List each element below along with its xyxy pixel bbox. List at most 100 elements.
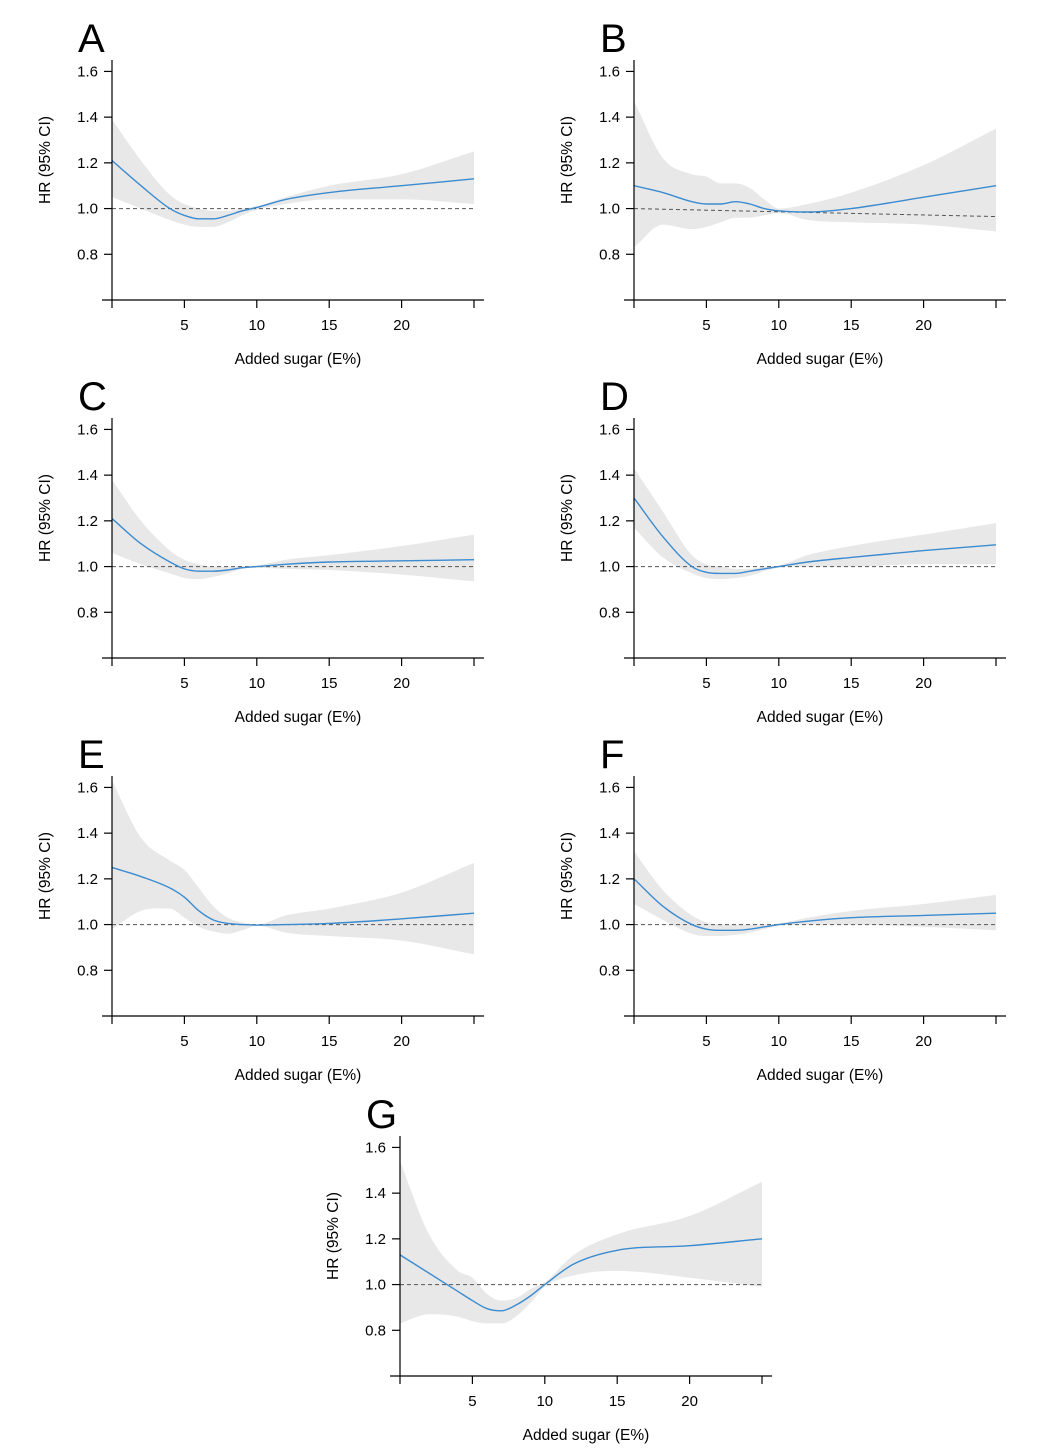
y-tick-label: 1.2 — [77, 513, 98, 530]
x-tick-label: 10 — [770, 1033, 787, 1050]
y-tick-label: 0.8 — [599, 604, 620, 621]
panel-letter: D — [600, 375, 629, 419]
y-tick-label: 1.4 — [77, 467, 98, 484]
x-tick-label: 20 — [915, 675, 932, 692]
x-tick-label: 20 — [915, 317, 932, 334]
x-tick-label: 20 — [681, 1393, 698, 1410]
y-tick-label: 1.4 — [599, 467, 620, 484]
x-tick-label: 5 — [180, 675, 188, 692]
panel-b: 0.8 1.0 1.2 1.4 1.6 5 10 15 20 Added sugar (E%) HR… — [559, 17, 1006, 368]
y-axis-title: HR (95% CI) — [559, 832, 576, 920]
x-tick-label: 10 — [536, 1393, 553, 1410]
panel-letter: E — [78, 733, 105, 777]
panel-c: 0.8 1.0 1.2 1.4 1.6 5 10 15 20 Added sugar (E%) HR… — [37, 375, 484, 726]
x-tick-label: 20 — [393, 1033, 410, 1050]
x-axis-title: Added sugar (E%) — [235, 709, 362, 726]
panel-letter: A — [78, 17, 105, 61]
x-tick-label: 10 — [248, 317, 265, 334]
y-tick-label: 1.6 — [599, 421, 620, 438]
y-tick-label: 1.0 — [77, 917, 98, 934]
x-tick-label: 5 — [180, 1033, 188, 1050]
x-tick-label: 15 — [843, 1033, 860, 1050]
y-tick-label: 1.2 — [599, 155, 620, 172]
y-tick-label: 1.6 — [599, 779, 620, 796]
hr-curve — [111, 160, 475, 220]
hr-curve — [111, 518, 475, 572]
ci-band — [634, 851, 996, 936]
x-tick-label: 10 — [770, 317, 787, 334]
x-tick-label: 20 — [393, 317, 410, 334]
x-tick-label: 5 — [180, 317, 188, 334]
y-tick-label: 1.6 — [365, 1139, 386, 1156]
hr-curve — [633, 497, 997, 575]
ci-band — [112, 119, 474, 227]
x-axis-title: Added sugar (E%) — [757, 351, 884, 368]
x-tick-label: 15 — [321, 1033, 338, 1050]
y-axis-title: HR (95% CI) — [37, 832, 54, 920]
y-tick-label: 1.0 — [77, 559, 98, 576]
x-axis-title: Added sugar (E%) — [757, 1067, 884, 1084]
ci-band — [634, 101, 996, 248]
y-tick-label: 0.8 — [77, 246, 98, 263]
x-tick-label: 5 — [702, 1033, 710, 1050]
y-tick-label: 0.8 — [599, 962, 620, 979]
x-axis-title: Added sugar (E%) — [523, 1427, 650, 1444]
x-axis-title: Added sugar (E%) — [235, 1067, 362, 1084]
x-tick-label: 15 — [609, 1393, 626, 1410]
y-tick-label: 1.6 — [599, 63, 620, 80]
x-tick-label: 15 — [843, 675, 860, 692]
y-tick-label: 1.2 — [599, 871, 620, 888]
ci-band — [112, 780, 474, 955]
hr-curve — [633, 185, 997, 213]
ci-band — [112, 479, 474, 582]
y-tick-label: 0.8 — [599, 246, 620, 263]
y-tick-label: 1.4 — [365, 1185, 386, 1202]
x-tick-label: 15 — [321, 317, 338, 334]
x-tick-label: 15 — [321, 675, 338, 692]
y-tick-label: 1.0 — [77, 201, 98, 218]
panel-d: 0.8 1.0 1.2 1.4 1.6 5 10 15 20 Added sugar (E%) HR… — [559, 375, 1006, 726]
y-tick-label: 0.8 — [77, 604, 98, 621]
y-tick-label: 0.8 — [365, 1322, 386, 1339]
x-tick-label: 20 — [393, 675, 410, 692]
y-axis-title: HR (95% CI) — [559, 116, 576, 204]
y-axis-title: HR (95% CI) — [559, 474, 576, 562]
x-axis-title: Added sugar (E%) — [757, 709, 884, 726]
hr-curve — [633, 878, 997, 931]
y-tick-label: 1.4 — [77, 825, 98, 842]
y-tick-label: 1.6 — [77, 421, 98, 438]
hr-curve — [111, 866, 475, 926]
panel-g: 0.8 1.0 1.2 1.4 1.6 5 10 15 20 Added sugar (E%) HR… — [325, 1093, 772, 1444]
hr-curve — [399, 1238, 763, 1312]
y-tick-label: 1.0 — [599, 201, 620, 218]
x-tick-label: 5 — [702, 675, 710, 692]
x-tick-label: 5 — [702, 317, 710, 334]
reference-line — [633, 208, 997, 218]
y-axis-title: HR (95% CI) — [325, 1192, 342, 1280]
ci-band — [634, 468, 996, 580]
y-tick-label: 1.2 — [77, 871, 98, 888]
x-tick-label: 5 — [468, 1393, 476, 1410]
y-tick-label: 1.6 — [77, 779, 98, 796]
y-tick-label: 1.0 — [365, 1277, 386, 1294]
y-tick-label: 1.4 — [599, 109, 620, 126]
x-tick-label: 15 — [843, 317, 860, 334]
x-axis-title: Added sugar (E%) — [235, 351, 362, 368]
y-tick-label: 1.0 — [599, 559, 620, 576]
panel-a: 0.8 1.0 1.2 1.4 1.6 5 10 15 20 Added sugar (E%) HR… — [37, 17, 484, 368]
y-axis-title: HR (95% CI) — [37, 116, 54, 204]
y-tick-label: 1.4 — [599, 825, 620, 842]
panel-f: 0.8 1.0 1.2 1.4 1.6 5 10 15 20 Added sugar (E%) HR… — [559, 733, 1006, 1084]
x-tick-label: 10 — [770, 675, 787, 692]
y-tick-label: 1.2 — [365, 1231, 386, 1248]
y-tick-label: 1.0 — [599, 917, 620, 934]
y-axis-title: HR (95% CI) — [37, 474, 54, 562]
y-tick-label: 1.4 — [77, 109, 98, 126]
panel-e: 0.8 1.0 1.2 1.4 1.6 5 10 15 20 Added sugar (E%) HR… — [37, 733, 484, 1084]
x-tick-label: 20 — [915, 1033, 932, 1050]
y-tick-label: 1.2 — [77, 155, 98, 172]
panel-letter: F — [600, 733, 624, 777]
panel-letter: B — [600, 17, 627, 61]
ci-band — [400, 1161, 762, 1324]
